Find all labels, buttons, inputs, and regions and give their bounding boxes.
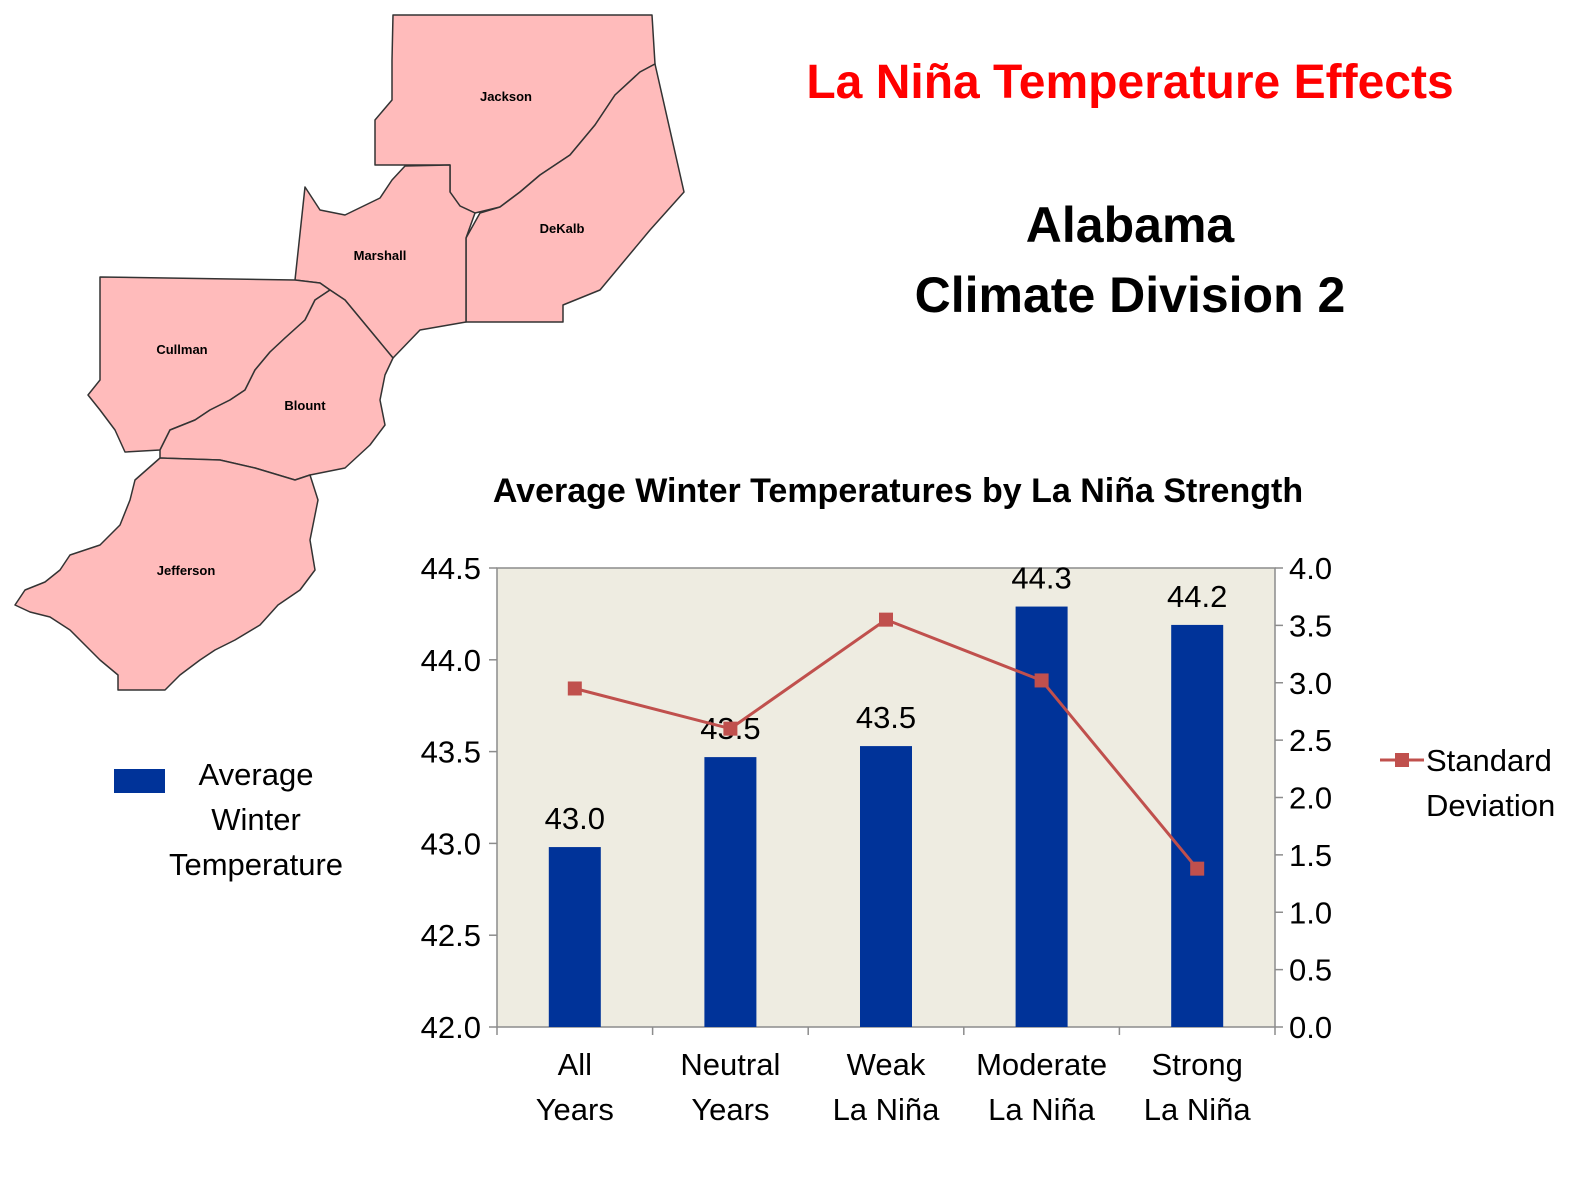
county-label-blount: Blount bbox=[284, 398, 326, 413]
subtitle-state: Alabama bbox=[1026, 197, 1236, 253]
left-axis-tick-label: 42.5 bbox=[421, 918, 481, 953]
legend-bar-label: Temperature bbox=[169, 847, 343, 882]
right-axis-tick-label: 0.5 bbox=[1289, 953, 1332, 988]
right-axis-tick-label: 2.0 bbox=[1289, 781, 1332, 816]
left-axis-tick-label: 42.0 bbox=[421, 1010, 481, 1045]
county-jefferson bbox=[14, 457, 319, 691]
category-label-line1: All bbox=[558, 1047, 592, 1082]
county-dekalb bbox=[465, 63, 685, 323]
bar bbox=[704, 757, 757, 1027]
right-axis-tick-label: 1.5 bbox=[1289, 838, 1332, 873]
county-label-jackson: Jackson bbox=[480, 89, 532, 104]
category-label-line2: La Niña bbox=[833, 1092, 941, 1127]
right-axis-tick-label: 2.5 bbox=[1289, 723, 1332, 758]
bar bbox=[1171, 624, 1224, 1027]
right-axis-tick-label: 3.0 bbox=[1289, 666, 1332, 701]
subtitle-division: Climate Division 2 bbox=[915, 267, 1346, 323]
legend-line-label: Standard bbox=[1426, 743, 1552, 778]
page-title: La Niña Temperature Effects bbox=[806, 56, 1453, 109]
bar bbox=[1015, 606, 1068, 1027]
right-axis-tick-label: 1.0 bbox=[1289, 895, 1332, 930]
bar-data-label: 43.5 bbox=[856, 700, 916, 735]
county-label-jefferson: Jefferson bbox=[157, 563, 216, 578]
std-dev-marker bbox=[879, 612, 893, 627]
legend-line-marker bbox=[1395, 753, 1409, 767]
left-axis-tick-label: 44.0 bbox=[421, 643, 481, 678]
category-label-line2: La Niña bbox=[1144, 1092, 1252, 1127]
right-axis-tick-label: 0.0 bbox=[1289, 1010, 1332, 1045]
bar bbox=[860, 746, 912, 1027]
county-label-marshall: Marshall bbox=[354, 248, 407, 263]
left-axis-tick-label: 43.0 bbox=[421, 826, 481, 861]
category-label-line1: Weak bbox=[847, 1047, 926, 1082]
legend-line-label: Deviation bbox=[1426, 788, 1555, 823]
std-dev-marker bbox=[567, 681, 582, 696]
legend-bar-swatch bbox=[114, 769, 165, 793]
bar-line-chart: Average Winter Temperatures by La Niña S… bbox=[114, 472, 1555, 1127]
category-label-line2: La Niña bbox=[988, 1092, 1096, 1127]
bar-data-label: 44.3 bbox=[1011, 561, 1071, 596]
bar-data-label: 44.2 bbox=[1167, 579, 1227, 614]
chart-title: Average Winter Temperatures by La Niña S… bbox=[493, 472, 1303, 510]
legend-bar-label: Winter bbox=[211, 802, 301, 837]
category-label-line2: Years bbox=[536, 1092, 614, 1127]
bar-data-label: 43.0 bbox=[545, 801, 605, 836]
left-axis-tick-label: 44.5 bbox=[421, 551, 481, 586]
county-label-cullman: Cullman bbox=[156, 342, 207, 357]
legend-bar-label: Average bbox=[199, 757, 314, 792]
county-map: Jackson DeKalb Marshall Cullman Blount J… bbox=[14, 14, 685, 691]
std-dev-marker bbox=[1034, 673, 1049, 688]
bar bbox=[548, 847, 601, 1027]
left-axis-tick-label: 43.5 bbox=[421, 735, 481, 770]
right-axis-tick-label: 4.0 bbox=[1289, 551, 1332, 586]
std-dev-marker bbox=[1190, 861, 1205, 876]
std-dev-marker bbox=[723, 721, 738, 736]
category-label-line1: Moderate bbox=[976, 1047, 1107, 1082]
category-label-line2: Years bbox=[691, 1092, 769, 1127]
category-label-line1: Strong bbox=[1152, 1047, 1243, 1082]
right-axis-tick-label: 3.5 bbox=[1289, 608, 1332, 643]
county-label-dekalb: DeKalb bbox=[540, 221, 585, 236]
category-label-line1: Neutral bbox=[680, 1047, 780, 1082]
